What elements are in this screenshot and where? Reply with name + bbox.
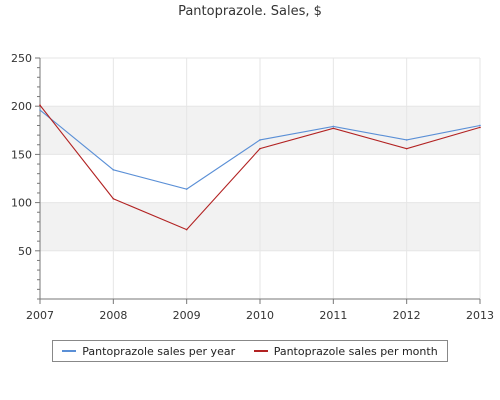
x-tick-label: 2012 — [393, 309, 421, 322]
data-point — [479, 124, 481, 127]
x-tick-label: 2010 — [246, 309, 274, 322]
y-tick-label: 200 — [11, 100, 32, 113]
y-tick-label: 150 — [11, 148, 32, 161]
legend: Pantoprazole sales per year Pantoprazole … — [52, 340, 448, 362]
tick-labels: 50 100 150 200 250 2007 2008 2009 2010 2011 2012 20… — [11, 52, 494, 322]
data-point — [185, 188, 188, 190]
data-point — [39, 109, 41, 111]
series-lines — [39, 104, 481, 231]
legend-swatch — [253, 350, 268, 352]
y-tick-label: 100 — [11, 197, 32, 210]
legend-label: Pantoprazole sales per year — [82, 344, 236, 358]
legend-swatch — [62, 350, 77, 352]
vertical-gridlines — [39, 57, 481, 299]
data-point — [112, 197, 115, 200]
data-point — [259, 139, 261, 141]
legend-item-2: Pantoprazole sales per month — [253, 344, 438, 358]
data-point — [405, 147, 408, 150]
x-tick-label: 2013 — [466, 309, 494, 322]
data-point — [259, 147, 261, 150]
x-tick-label: 2009 — [173, 309, 201, 322]
data-point — [112, 169, 115, 171]
data-point — [39, 104, 41, 107]
x-tick-label: 2007 — [26, 309, 54, 322]
data-point — [332, 127, 335, 130]
data-point — [405, 139, 408, 141]
x-tick-label: 2008 — [99, 309, 127, 322]
y-tick-label: 250 — [11, 52, 32, 65]
chart-title: Pantoprazole. Sales, $ — [178, 4, 322, 19]
axes — [35, 57, 481, 304]
data-point — [479, 126, 481, 129]
y-tick-label: 50 — [18, 245, 32, 258]
data-point — [185, 228, 188, 231]
legend-item-1: Pantoprazole sales per year — [62, 345, 235, 358]
data-point — [332, 125, 335, 128]
x-tick-label: 2011 — [319, 309, 347, 322]
legend-label: Pantoprazole sales per month — [273, 344, 438, 358]
